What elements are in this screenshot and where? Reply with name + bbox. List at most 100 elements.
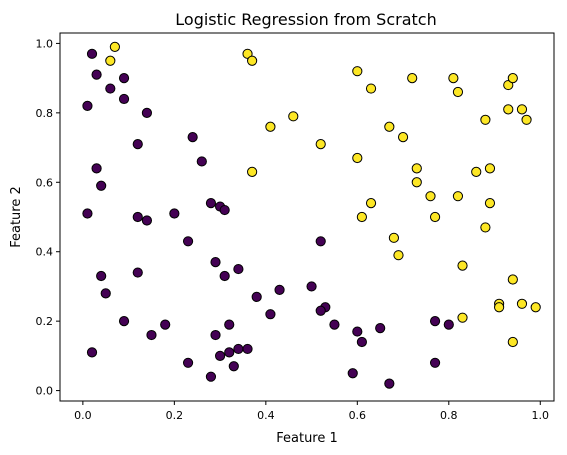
data-point-class-1 bbox=[315, 138, 326, 150]
y-tick-label: 0.2 bbox=[36, 315, 54, 328]
data-point-class-1 bbox=[494, 302, 505, 313]
x-axis-label: Feature 1 bbox=[276, 431, 338, 446]
data-point-class-0 bbox=[233, 263, 244, 275]
data-point-class-0 bbox=[210, 257, 221, 268]
data-point-class-0 bbox=[224, 347, 235, 358]
data-point-class-0 bbox=[224, 319, 235, 330]
y-tick-label: 0.4 bbox=[36, 246, 54, 259]
data-point-class-1 bbox=[411, 177, 422, 188]
data-point-class-1 bbox=[105, 55, 116, 66]
data-point-class-0 bbox=[118, 73, 130, 84]
x-axis-ticks: 0.0 0.2 0.4 0.6 0.8 1.0 bbox=[74, 401, 549, 422]
data-point-class-1 bbox=[503, 79, 514, 91]
data-point-class-0 bbox=[132, 138, 143, 150]
data-point-class-0 bbox=[187, 132, 198, 143]
data-point-class-0 bbox=[219, 270, 230, 282]
data-point-class-0 bbox=[91, 163, 102, 174]
x-tick-label: 0.4 bbox=[257, 409, 275, 422]
data-point-class-1 bbox=[516, 298, 528, 309]
data-point-class-1 bbox=[507, 73, 518, 84]
data-point-class-1 bbox=[411, 163, 422, 174]
data-point-class-0 bbox=[82, 100, 93, 112]
data-point-class-1 bbox=[393, 250, 404, 261]
data-point-class-1 bbox=[425, 191, 436, 202]
x-tick-label: 0.2 bbox=[166, 409, 184, 422]
data-point-class-1 bbox=[388, 232, 400, 243]
axes-frame bbox=[59, 32, 555, 402]
data-point-class-0 bbox=[443, 319, 454, 330]
data-point-class-0 bbox=[219, 204, 230, 216]
y-tick-label: 0.8 bbox=[36, 107, 54, 120]
data-point-class-0 bbox=[375, 322, 386, 334]
chart-title: Logistic Regression from Scratch bbox=[175, 10, 436, 29]
data-point-class-1 bbox=[480, 114, 491, 125]
data-point-class-0 bbox=[132, 267, 143, 278]
data-point-class-0 bbox=[196, 156, 207, 167]
data-point-class-1 bbox=[247, 55, 258, 66]
data-point-class-1 bbox=[247, 166, 258, 177]
data-point-class-1 bbox=[356, 211, 367, 223]
data-point-class-0 bbox=[182, 236, 194, 247]
data-point-class-0 bbox=[306, 281, 317, 292]
data-point-class-1 bbox=[516, 104, 528, 115]
data-point-class-1 bbox=[352, 152, 363, 164]
data-point-class-1 bbox=[507, 336, 518, 348]
data-point-class-0 bbox=[118, 93, 130, 105]
data-point-class-0 bbox=[96, 270, 107, 282]
data-point-class-0 bbox=[169, 208, 180, 219]
data-point-class-0 bbox=[384, 378, 395, 389]
data-point-class-0 bbox=[347, 368, 358, 379]
data-point-class-0 bbox=[86, 347, 98, 358]
y-tick-label: 0.6 bbox=[36, 176, 54, 189]
data-point-class-1 bbox=[484, 163, 496, 174]
data-point-class-0 bbox=[141, 107, 153, 118]
data-point-class-1 bbox=[507, 274, 518, 285]
y-tick-label: 0.0 bbox=[36, 385, 54, 398]
x-tick-label: 0.0 bbox=[74, 409, 92, 422]
data-point-class-1 bbox=[397, 132, 409, 143]
x-tick-label: 0.8 bbox=[440, 409, 458, 422]
data-point-class-0 bbox=[265, 309, 276, 320]
data-point-class-1 bbox=[265, 121, 276, 132]
data-points bbox=[82, 41, 541, 389]
data-point-class-0 bbox=[141, 215, 153, 226]
data-point-class-1 bbox=[480, 222, 491, 233]
data-point-class-0 bbox=[352, 326, 363, 337]
data-point-class-0 bbox=[233, 343, 244, 355]
x-tick-label: 0.6 bbox=[349, 409, 367, 422]
data-point-class-0 bbox=[429, 316, 441, 327]
data-point-class-1 bbox=[384, 121, 395, 132]
data-point-class-0 bbox=[429, 357, 441, 368]
data-point-class-1 bbox=[530, 302, 541, 313]
data-point-class-0 bbox=[329, 319, 340, 330]
data-point-class-1 bbox=[109, 41, 120, 52]
data-point-class-0 bbox=[228, 361, 239, 372]
data-point-class-1 bbox=[288, 111, 299, 122]
data-point-class-0 bbox=[251, 291, 262, 302]
data-point-class-0 bbox=[356, 336, 367, 348]
x-tick-label: 1.0 bbox=[532, 409, 550, 422]
data-point-class-1 bbox=[352, 66, 363, 77]
data-point-class-1 bbox=[457, 312, 468, 323]
data-point-class-0 bbox=[214, 350, 226, 361]
data-point-class-0 bbox=[242, 343, 253, 355]
data-point-class-0 bbox=[96, 180, 107, 191]
data-point-class-1 bbox=[365, 83, 377, 94]
data-point-class-0 bbox=[315, 236, 326, 247]
data-point-class-1 bbox=[407, 73, 418, 84]
data-point-class-0 bbox=[91, 69, 102, 80]
data-point-class-1 bbox=[365, 198, 377, 209]
data-point-class-0 bbox=[86, 48, 98, 59]
y-axis-label: Feature 2 bbox=[9, 186, 24, 248]
data-point-class-0 bbox=[82, 208, 93, 219]
y-axis-ticks: 0.0 0.2 0.4 0.6 0.8 1.0 bbox=[36, 37, 60, 398]
data-point-class-0 bbox=[210, 329, 221, 341]
data-point-class-1 bbox=[242, 48, 253, 59]
data-point-class-0 bbox=[105, 83, 116, 94]
data-point-class-0 bbox=[118, 316, 130, 327]
data-point-class-0 bbox=[146, 329, 157, 341]
data-point-class-1 bbox=[457, 260, 468, 271]
data-point-class-0 bbox=[205, 371, 217, 382]
data-point-class-0 bbox=[205, 198, 217, 209]
data-point-class-1 bbox=[471, 166, 482, 177]
